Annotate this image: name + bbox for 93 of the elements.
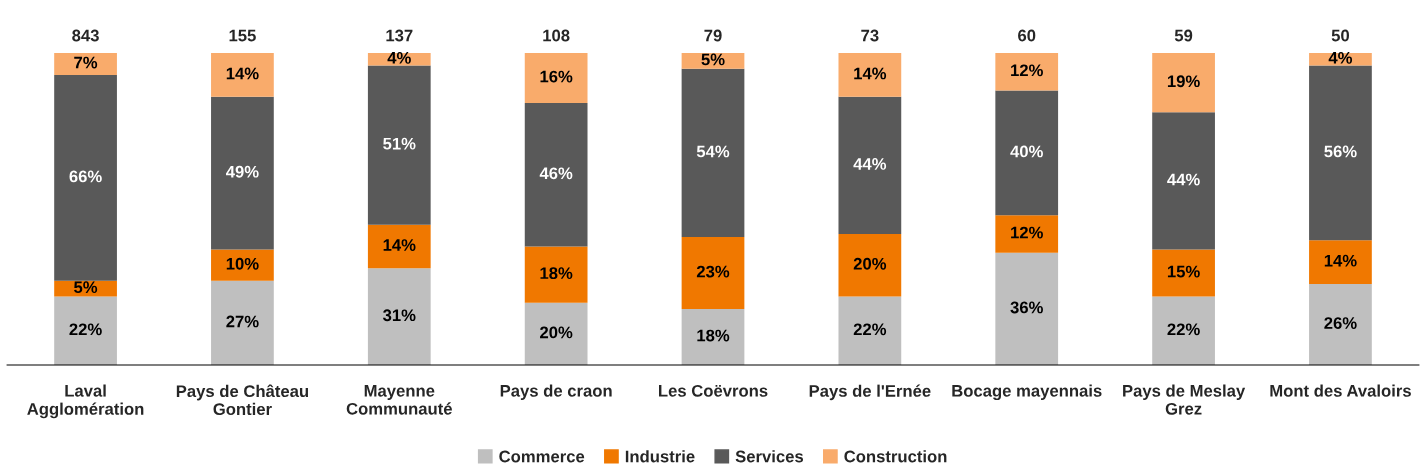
data-label: 20% <box>853 257 887 270</box>
bar <box>838 96 902 234</box>
data-label: 46% <box>539 167 573 180</box>
data-label: 14% <box>383 239 416 251</box>
x-tick-label: Laval Agglomération <box>27 384 144 419</box>
annotation: 843 <box>72 29 99 42</box>
data-label: 15% <box>1167 265 1200 278</box>
data-label: 54% <box>696 145 730 158</box>
data-label: 22% <box>1167 323 1200 336</box>
annotation: 73 <box>861 29 879 42</box>
bar <box>1309 65 1372 241</box>
data-label: 36% <box>1010 301 1043 314</box>
bar <box>54 53 117 75</box>
data-label: 12% <box>1011 64 1043 77</box>
x-tick-label: Pays de Meslay Grez <box>1123 384 1246 415</box>
legend-label: Services <box>735 450 804 463</box>
bar <box>1309 53 1372 66</box>
bar <box>995 252 1059 366</box>
annotation: 137 <box>386 29 413 42</box>
bar <box>681 237 745 309</box>
x-tick-label: Bocage mayennais <box>952 384 1102 401</box>
data-label: 51% <box>383 137 416 150</box>
data-label: 18% <box>540 267 573 280</box>
bar <box>838 53 902 97</box>
data-label: 56% <box>1324 145 1357 158</box>
bar <box>524 53 588 103</box>
bar <box>995 53 1059 91</box>
bar <box>211 96 274 250</box>
bar <box>211 280 274 366</box>
bar <box>838 296 902 366</box>
bar <box>681 308 745 366</box>
annotation: 108 <box>543 29 570 42</box>
annotation: 60 <box>1018 29 1036 42</box>
legend-label: Construction <box>844 450 947 463</box>
bar <box>211 53 274 97</box>
data-label: 49% <box>225 165 259 178</box>
x-tick-label: Pays de craon <box>500 384 612 401</box>
x-tick-label: Pays de Château Gontier <box>176 384 309 416</box>
data-label: 4% <box>1328 51 1353 64</box>
bar <box>54 296 117 366</box>
data-label: 16% <box>540 70 573 83</box>
legend-label: Commerce <box>499 450 585 463</box>
bar <box>995 90 1059 216</box>
data-label: 27% <box>226 315 259 328</box>
data-label: 14% <box>1324 254 1357 267</box>
bar <box>211 249 274 281</box>
data-label: 18% <box>697 329 730 342</box>
x-tick-label: Mayenne Communauté <box>346 385 452 415</box>
data-label: 14% <box>226 67 259 80</box>
bar <box>54 74 117 281</box>
data-label: 31% <box>382 309 416 322</box>
data-label: 14% <box>854 67 887 80</box>
bar <box>838 234 902 297</box>
bar <box>367 53 431 66</box>
x-tick-label: Mont des Avaloirs <box>1270 384 1411 397</box>
annotation: 59 <box>1174 29 1193 42</box>
data-label: 44% <box>853 158 887 170</box>
bar <box>681 53 745 69</box>
data-label: 20% <box>540 326 573 339</box>
bar <box>367 268 431 366</box>
x-tick-label: Pays de l'Ernée <box>809 384 931 401</box>
data-label: 40% <box>1010 145 1043 158</box>
data-label: 12% <box>1011 226 1043 239</box>
bar <box>1152 249 1215 297</box>
bar <box>1309 283 1372 366</box>
x-tick-label: Les Coëvrons <box>659 384 768 397</box>
annotation: 50 <box>1331 29 1350 42</box>
data-label: 7% <box>74 56 98 69</box>
data-label: 26% <box>1324 317 1357 329</box>
data-label: 5% <box>701 53 725 66</box>
bar <box>1152 112 1215 250</box>
data-label: 19% <box>1167 75 1200 88</box>
data-label: 10% <box>226 257 259 270</box>
data-label: 44% <box>1167 173 1200 186</box>
bar <box>367 224 431 269</box>
annotation: 155 <box>229 29 256 42</box>
data-label: 23% <box>696 265 730 278</box>
bar <box>1152 53 1215 113</box>
bar <box>524 302 588 366</box>
data-label: 4% <box>387 51 411 64</box>
bar <box>681 68 745 238</box>
bar <box>995 215 1059 253</box>
data-label: 22% <box>69 323 102 336</box>
data-label: 66% <box>69 170 102 183</box>
data-label: 22% <box>853 323 887 336</box>
bar <box>367 65 431 225</box>
bar <box>524 246 588 303</box>
bar <box>1309 240 1372 284</box>
annotation: 79 <box>704 29 722 42</box>
bar <box>1152 296 1215 366</box>
data-label: 5% <box>74 281 98 294</box>
legend-label: Industrie <box>625 450 695 463</box>
bar <box>524 102 588 247</box>
